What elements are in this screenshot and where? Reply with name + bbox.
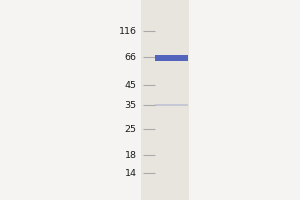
Bar <box>154 104 188 106</box>
Text: 116: 116 <box>118 26 136 36</box>
Text: 45: 45 <box>124 81 136 90</box>
Text: 25: 25 <box>124 124 136 134</box>
Text: 14: 14 <box>124 168 136 178</box>
Bar <box>154 55 188 61</box>
Bar <box>141 0 189 200</box>
Text: 66: 66 <box>124 52 136 62</box>
Text: 18: 18 <box>124 150 136 160</box>
Text: 35: 35 <box>124 100 136 110</box>
